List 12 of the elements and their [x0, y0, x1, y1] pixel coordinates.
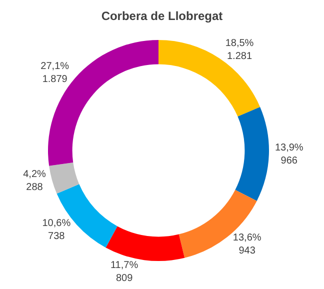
data-label: 13,9% 966 — [274, 142, 304, 166]
data-label: 13,6% 943 — [232, 232, 262, 257]
donut-slice — [49, 162, 80, 194]
data-label: 27,1% 1.879 — [40, 60, 70, 85]
data-label: 4,2% 288 — [23, 168, 46, 193]
donut-slice — [106, 226, 185, 261]
donut-slice — [158, 40, 260, 117]
data-label: 11,7% 809 — [110, 260, 138, 284]
donut-slice — [235, 106, 269, 201]
chart-title: Corbera de Llobregat — [101, 8, 223, 23]
data-label: 18,5% 1.281 — [225, 38, 254, 62]
data-label: 10,6% 738 — [42, 218, 71, 242]
